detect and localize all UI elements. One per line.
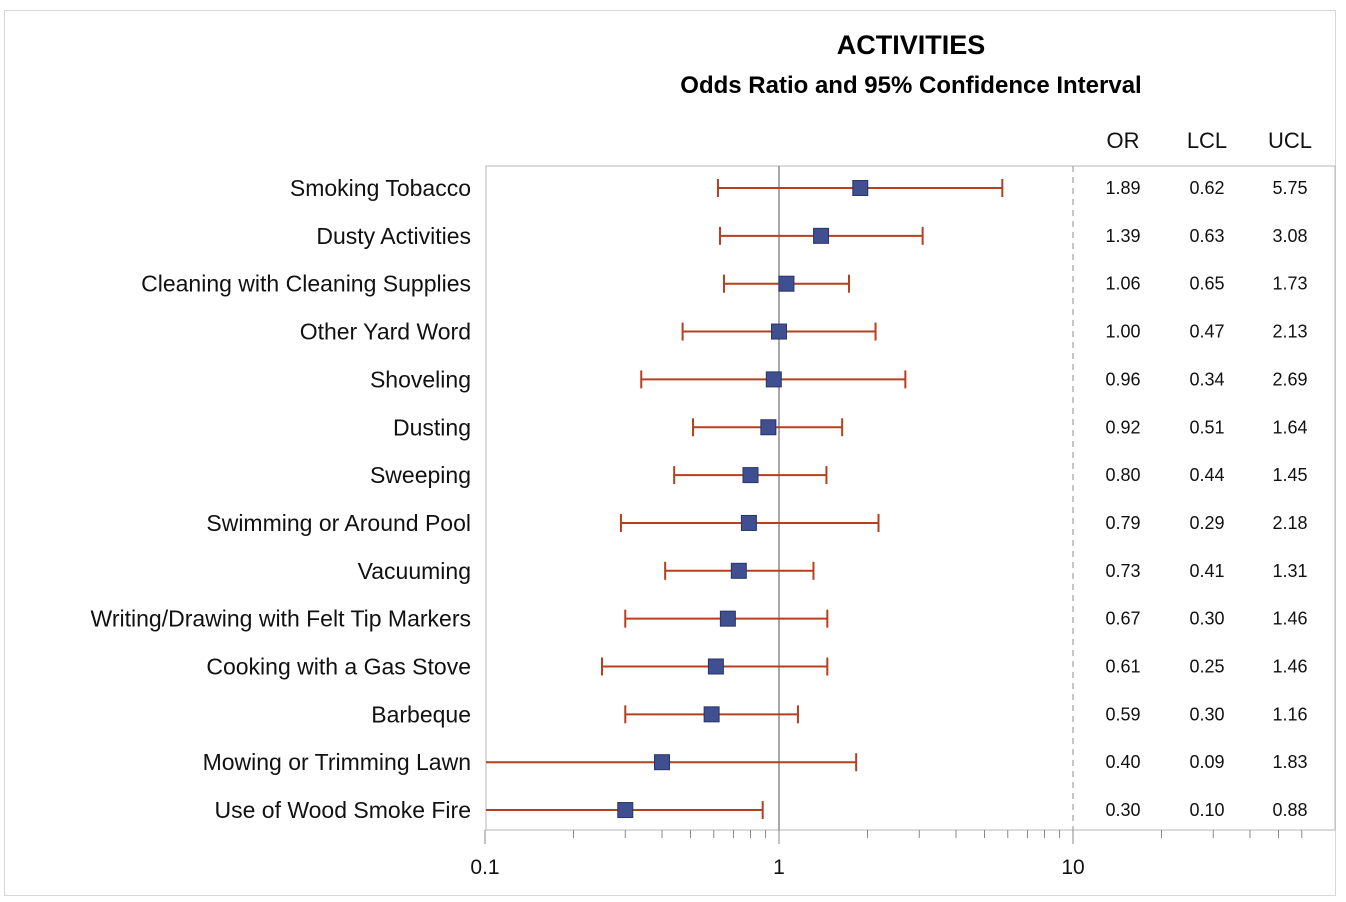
or-value: 0.80 xyxy=(1105,465,1140,485)
or-value: 1.06 xyxy=(1105,274,1140,294)
plot-area xyxy=(485,165,1336,831)
or-marker xyxy=(719,610,736,627)
ucl-value: 1.64 xyxy=(1272,417,1307,437)
lcl-value: 0.34 xyxy=(1189,369,1224,389)
value-columns: 1.89 0.62 5.75 1.39 0.63 3.08 1.06 0.65 1.73 1.00… xyxy=(1105,178,1307,820)
lcl-value: 0.25 xyxy=(1189,657,1224,677)
x-tick-label: 1 xyxy=(773,856,785,879)
row-label: Barbeque xyxy=(371,701,471,727)
lcl-value: 0.29 xyxy=(1189,513,1224,533)
or-marker xyxy=(730,562,747,579)
lcl-value: 0.09 xyxy=(1189,752,1224,772)
or-marker xyxy=(765,371,782,388)
ucl-value: 1.46 xyxy=(1272,657,1307,677)
or-value: 0.59 xyxy=(1105,704,1140,724)
x-axis: 0.1 1 10 xyxy=(470,830,1303,879)
lcl-value: 0.63 xyxy=(1189,226,1224,246)
or-marker xyxy=(703,706,720,723)
odds-ratio-markers xyxy=(617,180,869,819)
x-tick-label: 10 xyxy=(1061,856,1084,879)
row-label: Shoveling xyxy=(370,366,471,392)
lcl-value: 0.30 xyxy=(1189,704,1224,724)
lcl-value: 0.41 xyxy=(1189,561,1224,581)
or-marker xyxy=(740,514,757,531)
row-label: Cleaning with Cleaning Supplies xyxy=(141,271,471,297)
row-label: Cooking with a Gas Stove xyxy=(206,654,471,680)
or-marker xyxy=(617,802,634,819)
or-marker xyxy=(742,467,759,484)
row-label: Other Yard Word xyxy=(300,319,471,345)
ucl-value: 1.31 xyxy=(1272,561,1307,581)
row-labels: Smoking Tobacco Dusty Activities Cleaning … xyxy=(91,175,471,823)
ucl-value: 1.46 xyxy=(1272,609,1307,629)
or-value: 0.61 xyxy=(1105,657,1140,677)
row-label: Dusting xyxy=(393,414,471,440)
ucl-value: 2.13 xyxy=(1272,322,1307,342)
or-marker xyxy=(760,419,777,436)
or-marker xyxy=(852,180,869,196)
or-value: 0.96 xyxy=(1105,369,1140,389)
reference-lines xyxy=(778,166,1074,830)
row-label: Use of Wood Smoke Fire xyxy=(214,797,471,823)
or-value: 0.79 xyxy=(1105,513,1140,533)
ucl-value: 2.69 xyxy=(1272,369,1307,389)
row-label: Sweeping xyxy=(370,462,471,488)
row-label: Mowing or Trimming Lawn xyxy=(203,749,471,775)
chart-title: ACTIVITIES xyxy=(836,30,986,60)
lcl-value: 0.62 xyxy=(1189,178,1224,198)
or-value: 1.00 xyxy=(1105,322,1140,342)
ucl-value: 1.16 xyxy=(1272,704,1307,724)
or-marker xyxy=(707,658,724,675)
lcl-value: 0.10 xyxy=(1189,800,1224,820)
or-value: 1.89 xyxy=(1105,178,1140,198)
ucl-value: 3.08 xyxy=(1272,226,1307,246)
confidence-intervals xyxy=(486,179,1004,820)
or-value: 1.39 xyxy=(1105,226,1140,246)
row-label: Smoking Tobacco xyxy=(290,175,471,201)
column-header-or: OR xyxy=(1107,128,1140,153)
ucl-value: 1.45 xyxy=(1272,465,1307,485)
or-value: 0.67 xyxy=(1105,609,1140,629)
row-label: Writing/Drawing with Felt Tip Markers xyxy=(91,606,471,632)
row-label: Swimming or Around Pool xyxy=(206,510,471,536)
ucl-value: 1.83 xyxy=(1272,752,1307,772)
lcl-value: 0.44 xyxy=(1189,465,1224,485)
lcl-value: 0.47 xyxy=(1189,322,1224,342)
or-value: 0.92 xyxy=(1105,417,1140,437)
lcl-value: 0.30 xyxy=(1189,609,1224,629)
or-marker xyxy=(771,323,787,340)
or-value: 0.73 xyxy=(1105,561,1140,581)
row-label: Vacuuming xyxy=(358,558,471,584)
ucl-value: 0.88 xyxy=(1272,800,1307,820)
column-headers: OR LCL UCL xyxy=(1107,128,1313,153)
or-value: 0.40 xyxy=(1105,752,1140,772)
lcl-value: 0.65 xyxy=(1189,274,1224,294)
plot-frame xyxy=(485,165,1336,831)
x-tick-label: 0.1 xyxy=(470,856,499,879)
or-marker xyxy=(813,227,830,244)
ucl-value: 2.18 xyxy=(1272,513,1307,533)
or-value: 0.30 xyxy=(1105,800,1140,820)
chart-subtitle: Odds Ratio and 95% Confidence Interval xyxy=(680,72,1142,99)
row-label: Dusty Activities xyxy=(316,223,471,249)
or-marker xyxy=(654,754,671,771)
column-header-ucl: UCL xyxy=(1268,128,1312,153)
ucl-value: 5.75 xyxy=(1272,178,1307,198)
column-header-lcl: LCL xyxy=(1187,128,1227,153)
lcl-value: 0.51 xyxy=(1189,417,1224,437)
or-marker xyxy=(778,275,795,292)
ucl-value: 1.73 xyxy=(1272,274,1307,294)
